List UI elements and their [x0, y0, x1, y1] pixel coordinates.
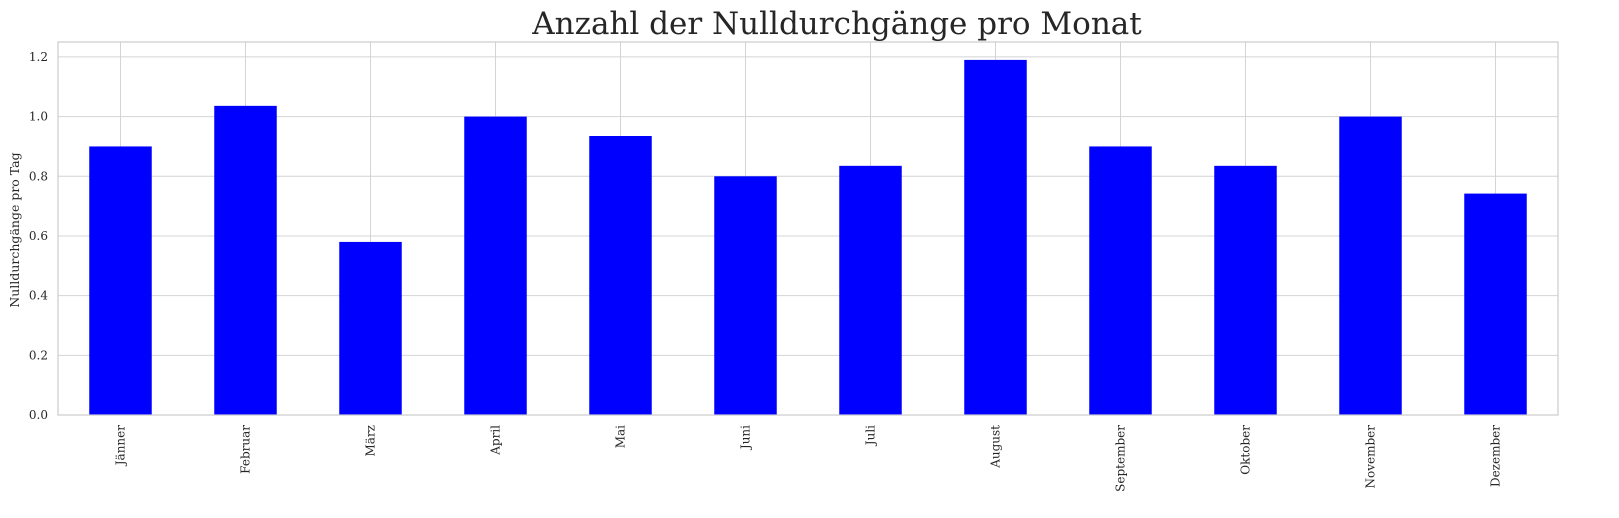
bar: [339, 241, 402, 415]
x-tick-label: September: [1114, 425, 1128, 492]
bar: [1089, 146, 1152, 415]
plot-frame: [57, 41, 1559, 416]
x-tick-label: Jänner: [114, 425, 128, 468]
bar: [464, 116, 527, 415]
grid-layer: [58, 42, 1558, 416]
bar: [1339, 116, 1402, 415]
x-tick-label: April: [489, 425, 503, 456]
x-tick-label: Dezember: [1489, 425, 1503, 487]
chart-title: Anzahl der Nulldurchgänge pro Monat: [531, 6, 1142, 42]
y-tick-label: 0.6: [29, 229, 48, 243]
x-tick-label: August: [989, 425, 1003, 469]
y-tick-label: 1.2: [29, 50, 48, 64]
bar: [839, 165, 902, 415]
bar: [1214, 165, 1277, 415]
y-tick-label: 0.0: [29, 408, 48, 422]
x-tick-label: März: [364, 425, 378, 457]
x-tick-label: Oktober: [1239, 425, 1253, 475]
x-tick-label: Juni: [739, 425, 753, 451]
y-tick-labels: 0.0 0.2 0.4 0.6 0.8 1.0 1.2: [29, 50, 48, 422]
bar: [964, 59, 1027, 416]
x-tick-label: November: [1364, 425, 1378, 489]
y-tick-label: 1.0: [29, 110, 48, 124]
x-tick-label: Februar: [239, 425, 253, 474]
bar-layer: [89, 59, 1527, 416]
x-tick-label: Mai: [614, 425, 628, 448]
y-tick-label: 0.4: [29, 289, 48, 303]
bar: [589, 135, 652, 415]
bar: [89, 146, 152, 415]
bar: [714, 176, 777, 415]
bar: [1464, 193, 1527, 415]
y-tick-label: 0.8: [29, 169, 48, 183]
x-tick-labels: Jänner Februar März April Mai Juni Juli August S…: [114, 425, 1503, 492]
x-tick-label: Juli: [864, 425, 878, 447]
y-axis-label: Nulldurchgänge pro Tag: [7, 152, 22, 307]
bar: [214, 105, 277, 415]
y-tick-label: 0.2: [29, 348, 48, 362]
